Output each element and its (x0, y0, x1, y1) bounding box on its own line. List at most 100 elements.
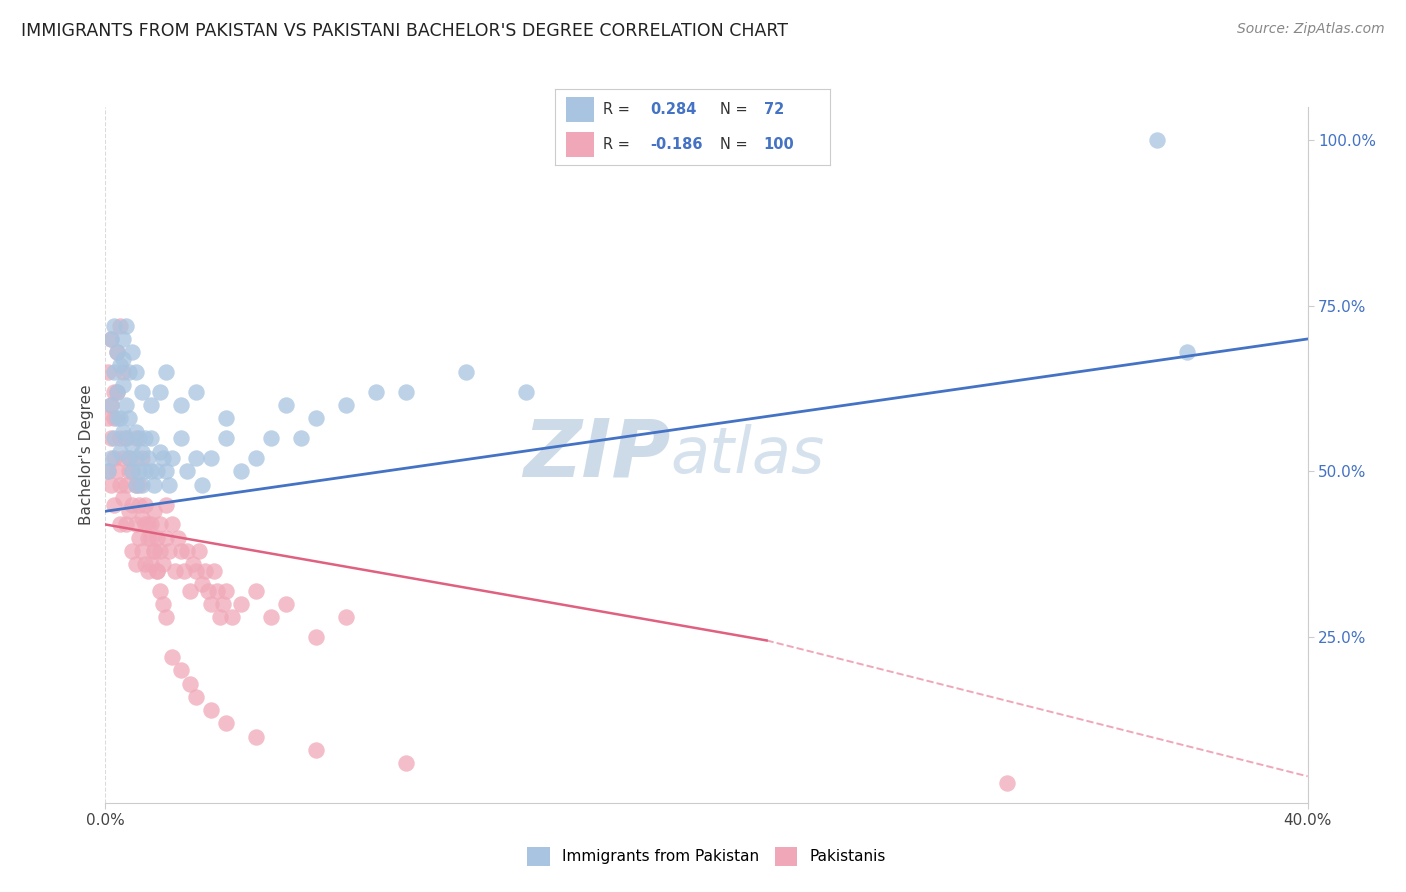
Point (145, 531, 167, 545)
Point (152, 558, 174, 572)
Point (118, 451, 141, 466)
Point (142, 544, 165, 558)
Point (136, 564, 159, 578)
Point (335, 610, 357, 624)
Point (148, 517, 170, 532)
Point (229, 597, 252, 611)
Point (115, 431, 138, 445)
Point (169, 398, 191, 412)
Point (245, 583, 267, 598)
Point (124, 431, 146, 445)
Point (131, 477, 153, 491)
Point (229, 465, 252, 479)
Point (139, 517, 162, 532)
Point (124, 451, 146, 466)
Point (131, 511, 153, 525)
Point (290, 431, 312, 445)
Point (136, 531, 159, 545)
Point (152, 597, 174, 611)
Point (173, 564, 195, 578)
Point (152, 451, 174, 466)
Point (118, 411, 141, 425)
Point (155, 610, 177, 624)
Point (107, 345, 129, 359)
Point (115, 517, 138, 532)
Point (139, 398, 162, 412)
Text: ZIP: ZIP (523, 416, 671, 494)
Point (103, 431, 125, 445)
Point (128, 465, 150, 479)
Point (110, 477, 132, 491)
Point (115, 318, 138, 333)
Point (157, 544, 180, 558)
Point (124, 558, 146, 572)
Point (121, 345, 143, 359)
Text: 100: 100 (763, 137, 794, 152)
Point (139, 431, 162, 445)
Point (142, 544, 165, 558)
Point (121, 438, 143, 452)
Point (107, 411, 129, 425)
FancyBboxPatch shape (567, 97, 593, 122)
Point (148, 583, 170, 598)
Point (134, 431, 156, 445)
Point (97, 365, 120, 379)
Point (107, 384, 129, 399)
Point (112, 365, 135, 379)
Point (107, 465, 129, 479)
Point (305, 743, 328, 757)
Point (110, 318, 132, 333)
Point (115, 431, 138, 445)
Point (179, 676, 201, 690)
Point (100, 477, 122, 491)
Point (110, 444, 132, 458)
Text: 72: 72 (763, 102, 785, 117)
Text: atlas: atlas (671, 424, 825, 486)
Point (131, 444, 153, 458)
Point (214, 411, 236, 425)
Point (128, 431, 150, 445)
Point (139, 531, 162, 545)
Point (124, 425, 146, 439)
Point (187, 544, 209, 558)
Point (112, 332, 135, 346)
Text: R =: R = (603, 137, 636, 152)
Point (110, 431, 132, 445)
Point (190, 577, 212, 591)
Point (115, 398, 138, 412)
Point (134, 498, 156, 512)
Point (112, 351, 135, 366)
Point (134, 558, 156, 572)
Point (211, 597, 233, 611)
Point (169, 544, 191, 558)
Point (112, 491, 135, 505)
Point (128, 477, 150, 491)
Point (205, 583, 228, 598)
Point (103, 498, 125, 512)
Point (136, 517, 159, 532)
Point (155, 465, 177, 479)
Point (124, 477, 146, 491)
Point (100, 398, 122, 412)
Point (214, 431, 236, 445)
Point (148, 544, 170, 558)
Point (103, 451, 125, 466)
Point (364, 384, 387, 399)
Point (124, 365, 146, 379)
Point (148, 444, 170, 458)
Point (454, 365, 477, 379)
Point (184, 564, 207, 578)
Point (395, 756, 418, 770)
Point (202, 564, 225, 578)
Point (221, 610, 243, 624)
Point (131, 544, 153, 558)
Text: -0.186: -0.186 (650, 137, 703, 152)
Point (157, 477, 180, 491)
Point (190, 477, 212, 491)
Text: IMMIGRANTS FROM PAKISTAN VS PAKISTANI BACHELOR'S DEGREE CORRELATION CHART: IMMIGRANTS FROM PAKISTAN VS PAKISTANI BA… (21, 22, 789, 40)
Text: N =: N = (720, 102, 752, 117)
Point (118, 365, 141, 379)
Point (124, 517, 146, 532)
Point (1175, 345, 1198, 359)
Point (100, 451, 122, 466)
